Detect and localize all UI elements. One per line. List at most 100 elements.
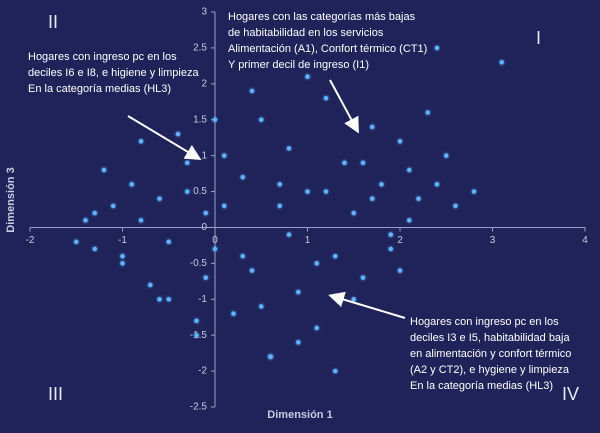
point [323,189,329,194]
point [111,203,116,209]
annotation-line: deciles I6 e I8, e higiene y limpieza [28,67,199,79]
point [360,275,366,280]
x-tick-label: 4 [582,235,588,246]
point [194,332,199,338]
point [407,167,412,173]
y-tick-label: -0.5 [190,258,208,269]
arrow [328,291,406,319]
point [286,146,292,151]
annotation-line: Hogares con las categorías más bajas [228,11,416,23]
arrow [329,79,359,134]
point [351,297,356,302]
point [231,311,236,316]
point [203,275,208,280]
point [138,139,144,144]
annotation-line: en alimentación y confort térmico [410,348,571,360]
x-tick-label: 1 [305,235,311,246]
point [305,189,310,194]
quadrant-label: III [48,384,63,404]
x-tick-label: 0 [212,235,218,246]
point [129,182,134,187]
x-tick-label: -2 [26,235,35,246]
point [333,253,338,259]
point [185,189,190,194]
point [259,117,264,122]
point [157,297,162,302]
point [434,45,440,51]
annotation-line: Hogares con ingreso pc en los [28,51,177,63]
point [499,60,504,65]
point [388,232,393,237]
point [166,297,171,302]
point [92,210,97,216]
point [240,174,245,180]
point [259,304,264,309]
point [222,203,227,209]
y-axis-title: Dimensión 3 [5,167,17,232]
point [166,239,171,245]
point [194,318,199,324]
point [416,196,421,201]
y-tick-label: 0.5 [193,186,207,197]
annotation-line: (A2 y CT2), e hygiene y limpieza [410,364,570,376]
point [222,153,227,158]
point [351,210,356,216]
quadrant-label: I [536,28,541,48]
point [407,218,412,223]
y-tick-label: -2.5 [190,402,208,413]
point [175,131,181,137]
point [148,282,153,288]
point [120,261,125,266]
quadrant-label: IV [562,384,579,404]
y-tick-label: 1.5 [193,114,207,125]
point [277,182,282,187]
point [120,253,125,259]
point [370,196,375,201]
point [333,368,338,374]
point [212,117,218,122]
point [240,253,245,259]
y-tick-label: 0 [201,222,207,233]
point [397,268,403,273]
y-tick-label: -1 [198,294,207,305]
point [323,95,329,101]
point [444,153,449,158]
annotation-line: Y primer decil de ingreso (I1) [228,59,369,71]
point [286,232,292,237]
point [101,167,107,173]
point [74,239,79,245]
point [92,246,97,252]
point [434,182,440,187]
x-tick-label: 2 [397,235,403,246]
point [83,218,88,223]
y-tick-label: 2 [201,78,207,89]
point [388,246,393,252]
arrow [127,115,202,161]
annotation-line: En la categoría medias (HL3) [410,380,553,392]
point [203,210,208,216]
annotation-line: de habitabilidad en los servicios [228,27,384,39]
y-tick-label: 1 [201,150,207,161]
x-axis-title: Dimensión 1 [267,409,332,421]
point [305,74,310,79]
x-tick-label: 3 [490,235,496,246]
point [249,268,255,273]
point [268,354,273,359]
point [425,110,430,115]
annotation-line: En la categoría medias (HL3) [28,83,171,95]
point [471,189,477,194]
point [249,88,255,94]
point [370,124,375,130]
point [277,203,282,209]
point [296,289,301,295]
annotation-line: Alimentación (A1), Confort térmico (CT1) [228,43,427,55]
point [314,325,319,331]
point [379,182,384,187]
annotation-line: deciles I3 e I5, habitabilidad baja [410,332,570,344]
x-tick-label: -1 [118,235,127,246]
annotations: Hogares con las categorías más bajas de h… [28,11,571,392]
point [342,160,347,166]
